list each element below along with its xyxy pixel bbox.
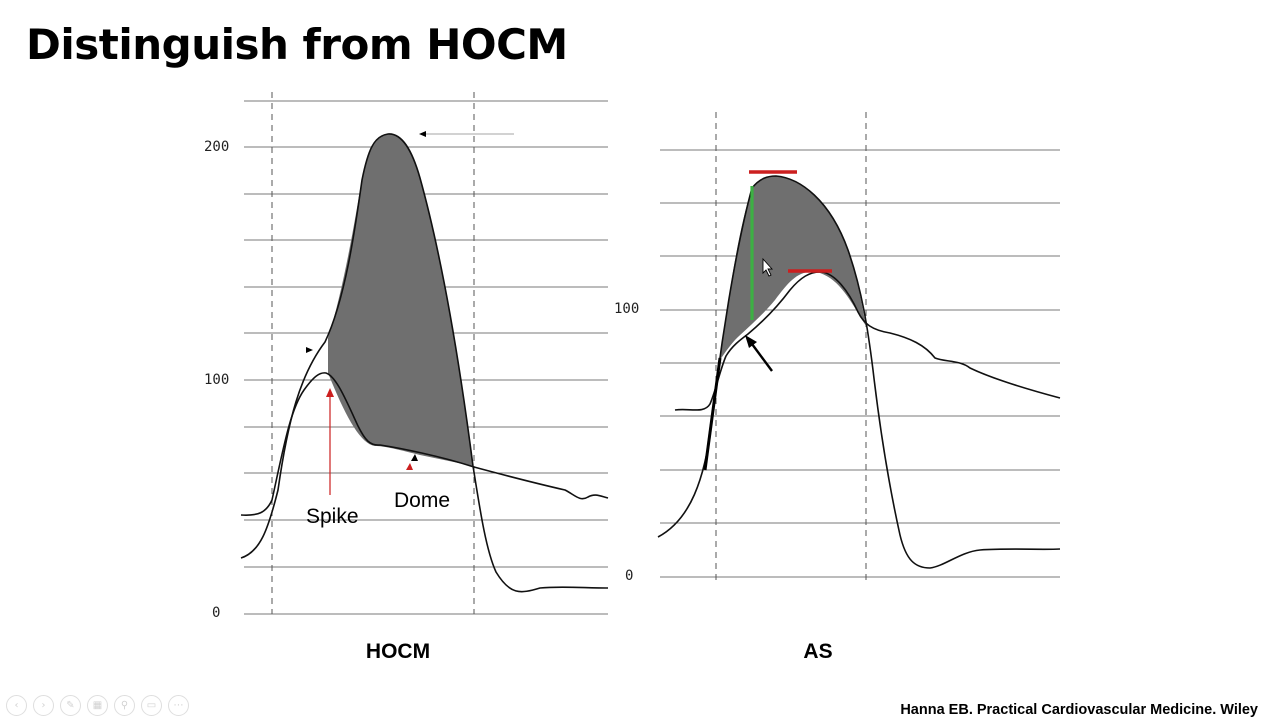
as-y-tick-100: 100 xyxy=(614,301,639,317)
dome-label: Dome xyxy=(394,489,450,512)
next-slide-button[interactable]: › xyxy=(33,695,54,716)
see-all-slides-button[interactable]: ▦ xyxy=(87,695,108,716)
hocm-tracing-panel: 200 100 0 Spike Dome xyxy=(204,92,609,621)
prev-slide-button[interactable]: ‹ xyxy=(6,695,27,716)
next-icon: › xyxy=(41,700,46,711)
zoom-button[interactable]: ⚲ xyxy=(114,695,135,716)
slide-title: Distinguish from HOCM xyxy=(26,20,568,69)
slideshow-toolbar: ‹ › ✎ ▦ ⚲ ▭ ⋯ xyxy=(6,695,189,716)
pen-tool-button[interactable]: ✎ xyxy=(60,695,81,716)
more-options-button[interactable]: ⋯ xyxy=(168,695,189,716)
as-tracing-panel: 100 0 xyxy=(614,112,1061,584)
hocm-dome-red-arrow-icon xyxy=(406,463,413,470)
hocm-y-tick-0: 0 xyxy=(212,605,220,621)
as-anacrotic-arrow-icon xyxy=(745,335,757,348)
hocm-upstroke-arrow-icon xyxy=(306,347,313,353)
prev-icon: ‹ xyxy=(14,700,19,711)
as-dashed-verticals xyxy=(715,112,867,580)
hocm-gradient-shading xyxy=(328,133,473,466)
as-upstroke-marker xyxy=(703,357,722,471)
hocm-grid-lines xyxy=(244,100,608,615)
mouse-cursor-icon xyxy=(762,257,774,277)
slides-icon: ▦ xyxy=(92,700,103,711)
hocm-peak-arrow-icon xyxy=(419,131,426,137)
as-panel-label: AS xyxy=(803,640,833,663)
hocm-y-tick-100: 100 xyxy=(204,372,229,388)
hocm-y-tick-200: 200 xyxy=(204,139,229,155)
citation-text: Hanna EB. Practical Cardiovascular Medic… xyxy=(900,702,1258,718)
subtitles-icon: ▭ xyxy=(146,700,157,711)
hocm-dashed-verticals xyxy=(271,92,475,614)
more-icon: ⋯ xyxy=(173,700,184,711)
spike-label: Spike xyxy=(306,505,359,528)
as-gradient-shading xyxy=(720,176,866,360)
hocm-spike-arrow-icon xyxy=(326,388,334,397)
zoom-icon: ⚲ xyxy=(120,700,129,711)
hocm-aortic-pressure-curve xyxy=(240,372,609,516)
pen-icon: ✎ xyxy=(66,700,75,711)
hocm-dome-arrow-icon xyxy=(411,454,418,461)
hocm-lv-pressure-curve xyxy=(240,133,609,593)
as-anacrotic-arrow xyxy=(751,343,773,372)
as-y-tick-0: 0 xyxy=(625,568,633,584)
hocm-panel-label: HOCM xyxy=(365,640,431,663)
subtitles-button[interactable]: ▭ xyxy=(141,695,162,716)
